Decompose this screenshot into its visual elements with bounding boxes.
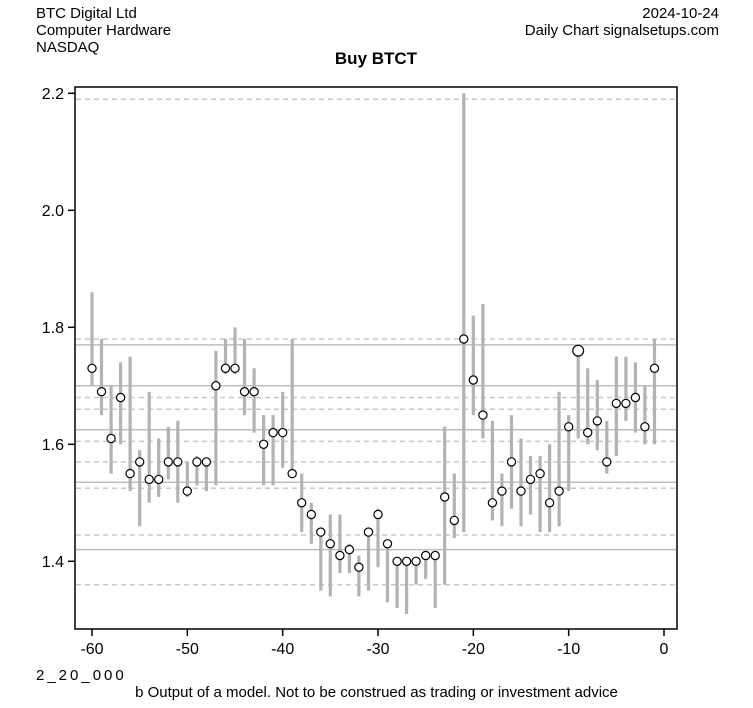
- close-marker: [411, 556, 421, 567]
- close-marker: [497, 486, 507, 496]
- close-marker: [230, 363, 240, 373]
- close-marker: [106, 433, 116, 444]
- chart-date: 2024-10-24: [642, 5, 719, 22]
- close-marker: [382, 539, 393, 549]
- company-name: BTC Digital Ltd: [36, 5, 137, 22]
- close-marker: [440, 492, 450, 502]
- watermark-text: 2_20_000: [36, 667, 127, 684]
- close-marker: [192, 457, 202, 467]
- x-axis-label: -10: [557, 641, 580, 658]
- close-marker: [239, 387, 250, 397]
- y-axis-label: 1.6: [42, 437, 64, 454]
- close-marker: [115, 392, 126, 403]
- close-marker: [478, 410, 488, 420]
- close-marker: [592, 416, 603, 426]
- close-marker: [401, 556, 412, 567]
- close-marker: [602, 457, 612, 467]
- close-marker: [354, 562, 364, 572]
- close-marker: [630, 392, 641, 403]
- close-marker: [211, 381, 221, 391]
- close-marker: [430, 550, 440, 561]
- close-marker: [268, 427, 278, 438]
- x-axis-label: -20: [462, 641, 485, 658]
- close-marker: [134, 457, 145, 467]
- close-marker: [297, 498, 307, 508]
- close-marker: [487, 498, 498, 508]
- source-line: Daily Chart signalsetups.com: [524, 22, 719, 39]
- close-marker: [201, 457, 212, 467]
- close-marker: [449, 515, 459, 526]
- x-axis-label: 0: [660, 641, 669, 658]
- close-marker: [163, 457, 173, 467]
- close-marker: [182, 486, 192, 496]
- close-marker: [344, 544, 355, 555]
- industry-name: Computer Hardware: [36, 22, 172, 39]
- close-marker: [421, 550, 431, 561]
- close-marker: [144, 474, 154, 485]
- close-marker: [468, 375, 478, 385]
- exchange-name: NASDAQ: [36, 39, 100, 56]
- close-marker: [373, 509, 383, 520]
- close-marker: [335, 550, 345, 561]
- close-marker: [249, 387, 259, 397]
- x-axis-label: -60: [80, 641, 103, 658]
- chart-title: Buy BTCT: [334, 49, 418, 68]
- disclaimer-text: b Output of a model. Not to be construed…: [135, 684, 618, 701]
- plot-frame: [74, 86, 678, 630]
- close-marker: [611, 398, 622, 409]
- close-marker: [525, 474, 536, 485]
- close-marker: [535, 468, 545, 479]
- close-marker: [87, 363, 97, 373]
- close-marker: [649, 363, 660, 373]
- close-marker: [392, 556, 402, 567]
- close-marker: [621, 398, 631, 409]
- close-marker: [173, 457, 183, 467]
- y-axis-label: 1.8: [42, 320, 64, 337]
- close-marker: [564, 422, 574, 432]
- close-marker: [554, 486, 564, 496]
- close-marker: [258, 439, 269, 449]
- close-marker: [220, 363, 231, 373]
- x-axis-label: -40: [271, 641, 294, 658]
- close-marker: [278, 427, 288, 438]
- close-marker: [572, 344, 585, 357]
- x-axis-label: -30: [366, 641, 389, 658]
- close-marker: [516, 486, 526, 496]
- close-marker: [325, 539, 335, 549]
- close-marker: [363, 527, 374, 537]
- close-marker: [153, 474, 164, 485]
- y-axis-label: 1.4: [42, 554, 64, 571]
- close-marker: [459, 334, 469, 344]
- close-marker: [544, 498, 555, 508]
- close-marker: [640, 422, 650, 432]
- y-axis-label: 2.0: [42, 203, 64, 220]
- close-marker: [316, 527, 326, 537]
- close-marker: [287, 468, 297, 479]
- y-axis-label: 2.2: [42, 86, 64, 103]
- x-axis-label: -50: [176, 641, 199, 658]
- close-marker: [125, 468, 135, 479]
- header-right: 2024-10-24 Daily Chart signalsetups.com: [525, 5, 719, 39]
- header-left: BTC Digital Ltd Computer Hardware NASDAQ: [36, 5, 171, 56]
- close-marker: [306, 509, 316, 520]
- close-marker: [506, 457, 517, 467]
- close-marker: [583, 427, 593, 438]
- close-marker: [96, 387, 107, 397]
